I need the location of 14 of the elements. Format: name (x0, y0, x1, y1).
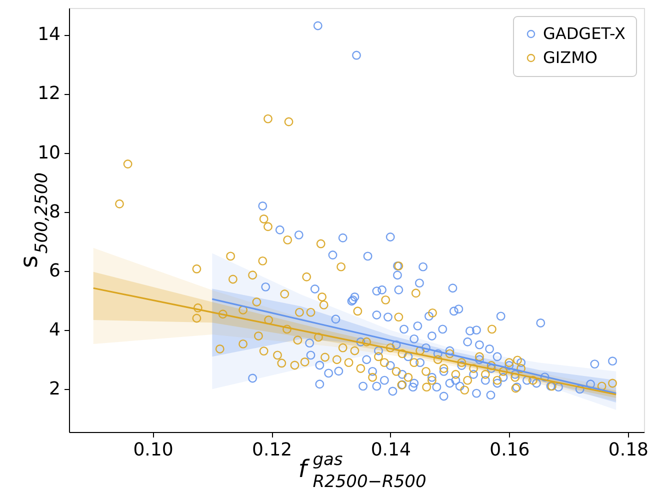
x-tick-label: 0.10 (133, 440, 174, 460)
x-tick-label: 0.16 (490, 440, 530, 460)
y-tick-label: 2 (49, 378, 60, 400)
y-tick-label: 12 (38, 83, 60, 104)
y-tick-label: 4 (49, 320, 60, 341)
y-tick-label: 14 (38, 24, 60, 46)
legend-label: GIZMO (543, 48, 598, 67)
y-tick-label: 8 (49, 201, 60, 222)
line-series (211, 298, 617, 394)
x-tick-label: 0.12 (252, 440, 292, 460)
x-tick-label: 0.18 (608, 440, 648, 460)
y-tick-label: 6 (49, 260, 60, 282)
y-tick-label: 10 (38, 142, 60, 164)
legend-label: GADGET-X (543, 24, 626, 43)
